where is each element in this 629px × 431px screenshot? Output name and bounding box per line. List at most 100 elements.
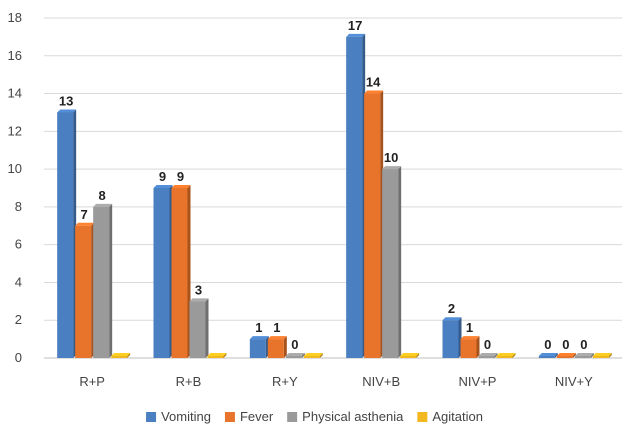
bar bbox=[111, 356, 128, 358]
bar bbox=[207, 356, 224, 358]
data-label: 2 bbox=[448, 301, 455, 316]
data-label: 17 bbox=[348, 18, 362, 33]
legend: Vomiting Fever Physical asthenia Agitation bbox=[146, 409, 483, 424]
bar-side bbox=[554, 353, 558, 358]
bar-side bbox=[283, 336, 287, 358]
bar bbox=[496, 356, 513, 358]
bar-side bbox=[319, 353, 323, 358]
bar-top bbox=[93, 203, 113, 207]
bar-side bbox=[127, 353, 131, 358]
bar-side bbox=[572, 353, 576, 358]
bar-top bbox=[57, 109, 77, 113]
bar bbox=[93, 206, 110, 358]
bar bbox=[478, 356, 495, 358]
y-tick-label: 4 bbox=[15, 274, 22, 289]
y-tick-label: 16 bbox=[8, 48, 22, 63]
bar bbox=[400, 356, 417, 358]
legend-swatch bbox=[146, 412, 157, 422]
bar-side bbox=[205, 298, 209, 358]
data-label: 9 bbox=[177, 169, 184, 184]
legend-item: Vomiting bbox=[146, 409, 211, 424]
bar-top bbox=[400, 353, 420, 356]
data-label: 0 bbox=[291, 337, 298, 352]
bar-top bbox=[460, 336, 480, 340]
bar-top bbox=[442, 317, 462, 321]
bar-side bbox=[590, 353, 594, 358]
y-tick-label: 6 bbox=[15, 237, 22, 252]
data-label: 1 bbox=[466, 320, 473, 335]
bar-top bbox=[111, 353, 131, 356]
bar-top bbox=[574, 353, 594, 356]
bar-top bbox=[153, 185, 173, 188]
legend-item: Agitation bbox=[417, 409, 483, 424]
bar bbox=[592, 356, 609, 358]
x-category-label: R+P bbox=[79, 374, 105, 389]
y-tick-label: 2 bbox=[15, 312, 22, 327]
bar-side bbox=[301, 353, 305, 358]
data-label: 8 bbox=[99, 188, 106, 203]
x-category-label: R+B bbox=[176, 374, 202, 389]
bar bbox=[249, 339, 266, 358]
data-label: 10 bbox=[384, 150, 398, 165]
bar bbox=[556, 356, 573, 358]
bar bbox=[267, 339, 284, 358]
gridlines bbox=[44, 17, 622, 359]
data-label: 0 bbox=[580, 337, 587, 352]
bar-top bbox=[538, 353, 558, 356]
bar bbox=[538, 356, 555, 358]
data-label: 1 bbox=[255, 320, 262, 335]
legend-label: Physical asthenia bbox=[302, 409, 404, 424]
bar-top bbox=[382, 166, 402, 170]
bar bbox=[75, 225, 92, 358]
bar-top bbox=[75, 222, 95, 226]
x-category-label: NIV+P bbox=[459, 374, 497, 389]
data-label: 7 bbox=[81, 207, 88, 222]
y-tick-label: 10 bbox=[8, 161, 22, 176]
bar-top bbox=[346, 33, 366, 37]
bar bbox=[574, 356, 591, 358]
bar-top bbox=[171, 185, 191, 188]
bar-side bbox=[223, 353, 227, 358]
bar-top bbox=[249, 336, 269, 340]
bar-side bbox=[398, 166, 402, 358]
bar-top bbox=[592, 353, 612, 356]
bar bbox=[346, 36, 363, 359]
bar-top bbox=[189, 298, 209, 302]
bar-top bbox=[478, 353, 498, 356]
data-label: 0 bbox=[544, 337, 551, 352]
bar-top bbox=[556, 353, 576, 356]
bar-top bbox=[207, 353, 227, 356]
legend-swatch bbox=[224, 412, 235, 422]
bar bbox=[57, 112, 74, 358]
bar-side bbox=[476, 336, 480, 358]
bar-top bbox=[303, 353, 323, 356]
bar bbox=[153, 188, 170, 358]
bar-side bbox=[512, 353, 516, 358]
bar bbox=[382, 169, 399, 358]
legend-item: Physical asthenia bbox=[287, 409, 404, 424]
bar-top bbox=[285, 353, 305, 356]
y-tick-label: 8 bbox=[15, 199, 22, 214]
bars bbox=[57, 33, 612, 359]
data-label: 14 bbox=[366, 75, 381, 90]
y-tick-label: 0 bbox=[15, 350, 22, 365]
legend-label: Fever bbox=[240, 409, 274, 424]
data-label: 13 bbox=[59, 93, 73, 108]
bar bbox=[364, 93, 381, 359]
bar bbox=[460, 339, 477, 358]
x-category-label: NIV+B bbox=[362, 374, 400, 389]
bar-side bbox=[494, 353, 498, 358]
bar-side bbox=[608, 353, 612, 358]
data-label: 3 bbox=[195, 282, 202, 297]
legend-label: Vomiting bbox=[161, 409, 211, 424]
x-category-label: NIV+Y bbox=[555, 374, 593, 389]
data-label: 9 bbox=[159, 169, 166, 184]
bar bbox=[189, 301, 206, 358]
x-category-label: R+Y bbox=[272, 374, 298, 389]
bar-top bbox=[496, 353, 516, 356]
bar bbox=[285, 356, 302, 358]
